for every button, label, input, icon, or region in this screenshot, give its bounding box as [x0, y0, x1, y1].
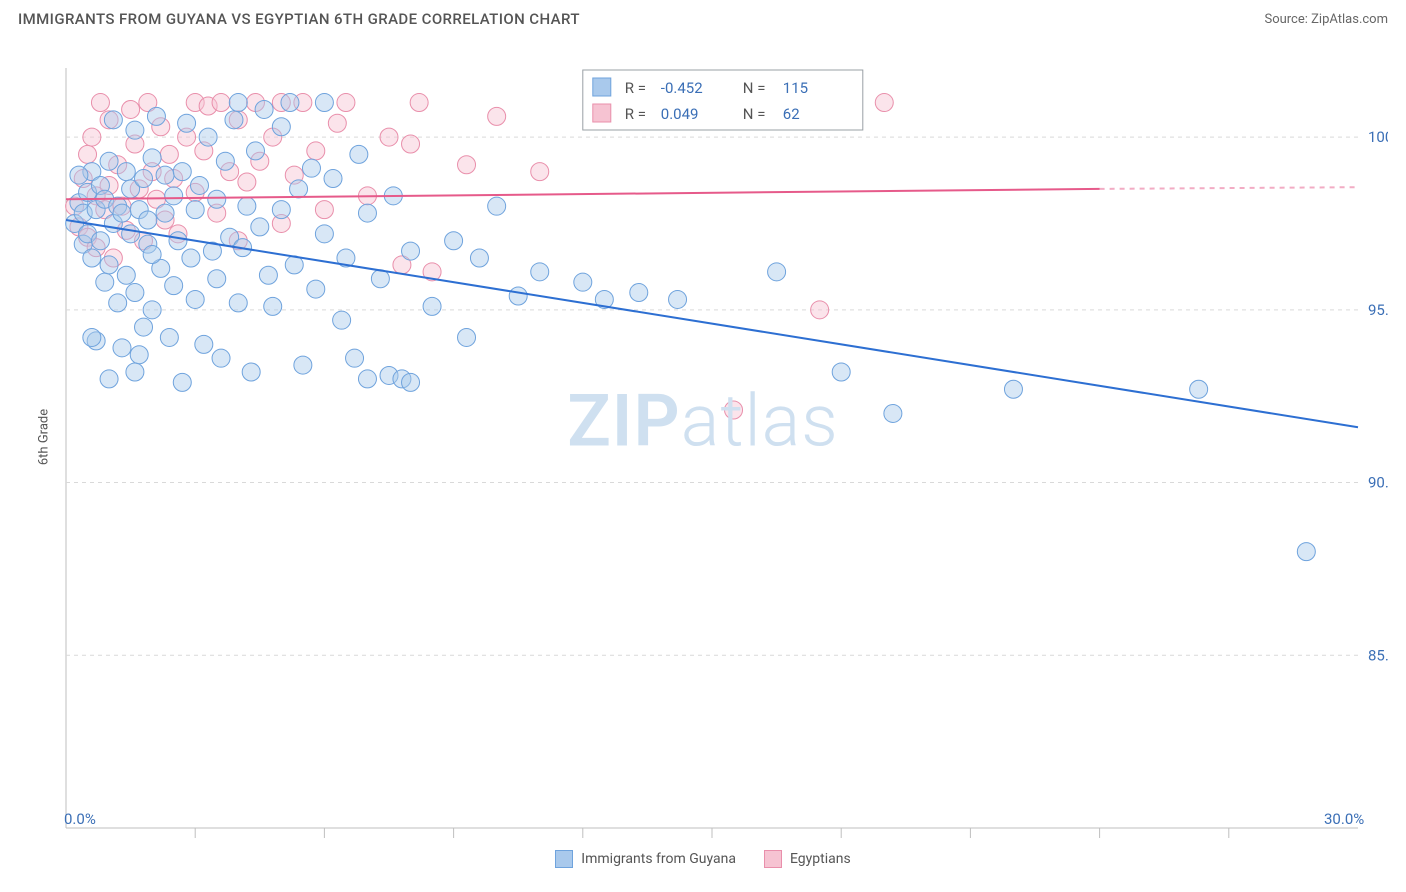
legend: Immigrants from Guyana Egyptians	[0, 850, 1406, 868]
svg-text:R =: R =	[625, 105, 646, 123]
svg-text:N =: N =	[743, 105, 766, 123]
svg-text:62: 62	[783, 105, 800, 123]
svg-text:N =: N =	[743, 79, 766, 97]
legend-label-b: Egyptians	[790, 851, 851, 867]
y-axis-label: 6th Grade	[37, 409, 52, 465]
svg-text:115: 115	[783, 79, 808, 97]
svg-text:95.0%: 95.0%	[1368, 301, 1388, 319]
svg-text:R =: R =	[625, 79, 646, 97]
svg-text:85.0%: 85.0%	[1368, 646, 1388, 664]
chart-title: IMMIGRANTS FROM GUYANA VS EGYPTIAN 6TH G…	[18, 10, 580, 28]
scatter-chart: 85.0% 90.0% 95.0% 100.0% R = -0.452 N = 115 R = 0…	[18, 32, 1388, 842]
svg-text:90.0%: 90.0%	[1368, 474, 1388, 492]
legend-item-a: Immigrants from Guyana	[555, 850, 736, 868]
chart-area: 6th Grade 85.0% 90.0% 95.0% 100.0% R = -0.452…	[18, 32, 1388, 842]
header: IMMIGRANTS FROM GUYANA VS EGYPTIAN 6TH G…	[0, 0, 1406, 32]
svg-text:-0.452: -0.452	[661, 79, 703, 97]
legend-swatch-b	[764, 850, 782, 868]
legend-label-a: Immigrants from Guyana	[581, 851, 736, 867]
svg-text:100.0%: 100.0%	[1368, 128, 1388, 146]
svg-text:0.049: 0.049	[661, 105, 699, 123]
legend-swatch-a	[555, 850, 573, 868]
source-label: Source: ZipAtlas.com	[1264, 12, 1388, 27]
legend-item-b: Egyptians	[764, 850, 851, 868]
